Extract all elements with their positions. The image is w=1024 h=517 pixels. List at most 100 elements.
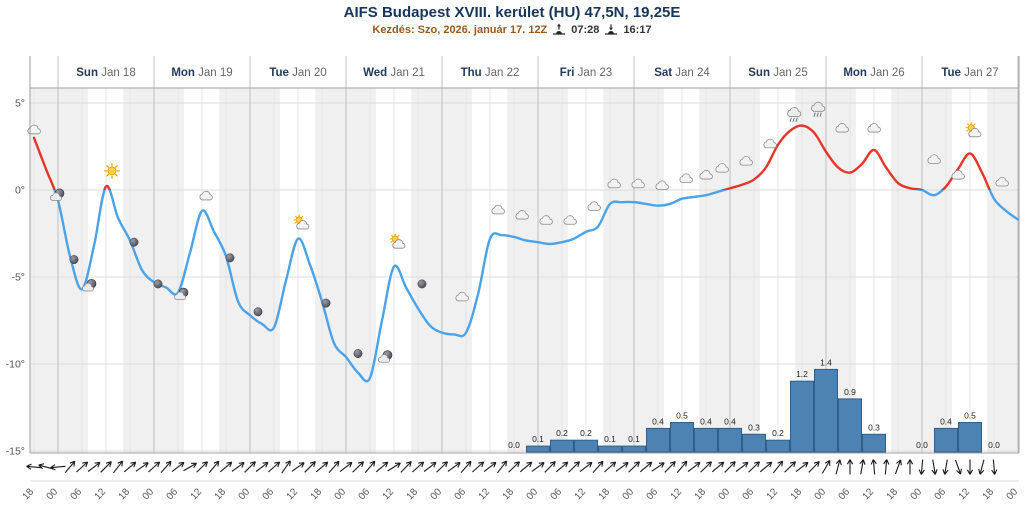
moon-icon: [129, 237, 139, 247]
precip-bar: [622, 445, 646, 453]
wind-arrow: [846, 459, 854, 475]
precip-bar: [598, 445, 622, 453]
wind-arrow: [664, 461, 676, 473]
wind-arrow: [423, 461, 437, 473]
day-labels: Sun Jan 18 Mon Jan 19 Tue Jan 20 Wed Jan 21…: [76, 67, 998, 79]
wind-arrow: [772, 460, 784, 474]
wind-arrow: [991, 459, 998, 475]
svg-text:5°: 5°: [15, 98, 25, 110]
wind-arrow: [315, 461, 329, 473]
precip-value-label: 1.2: [796, 369, 808, 379]
moon-icon: [253, 307, 263, 317]
wind-arrow: [519, 461, 533, 473]
gridlines: [30, 88, 1019, 453]
day-boundary-lines: [57, 56, 1019, 453]
wind-arrow: [255, 461, 269, 473]
precip-value-label: 0.3: [748, 422, 760, 432]
wind-arrow: [966, 459, 974, 475]
wind-arrow: [472, 461, 485, 473]
wind-arrow: [931, 459, 938, 475]
wind-arrow: [412, 461, 425, 473]
time-tick-label: 00: [909, 486, 925, 502]
precip-value-label: 0.5: [676, 411, 688, 421]
page-title: AIFS Budapest XVIII. kerület (HU) 47,5N,…: [343, 4, 681, 21]
wind-arrow: [821, 460, 831, 474]
sun-cloud-icon: [965, 122, 982, 138]
wind-arrow: [339, 461, 353, 473]
time-tick-label: 12: [477, 486, 493, 502]
moon-icon: [321, 298, 331, 308]
wind-arrow: [735, 461, 749, 473]
time-tick-label: 06: [261, 486, 277, 502]
precip-value-label: 0.9: [844, 387, 856, 397]
wind-arrow: [883, 459, 890, 475]
time-tick-label: 00: [621, 486, 637, 502]
day-label: Sun Jan 18: [76, 67, 135, 79]
precip-bar: [694, 427, 718, 453]
wind-arrow: [954, 459, 962, 475]
wind-arrow: [531, 462, 545, 472]
time-tick-label: 00: [333, 486, 349, 502]
precip-bar: [790, 380, 814, 453]
moon-icon: [225, 253, 235, 263]
sun-cloud-icon: [293, 214, 310, 230]
wind-arrow: [568, 461, 580, 473]
wind-arrow: [281, 460, 291, 474]
temperature-axis: 5° 0° -5° -10° -15°: [6, 98, 25, 458]
time-tick-label: 18: [981, 486, 997, 502]
wind-arrow: [387, 462, 401, 472]
wind-arrow: [100, 461, 112, 473]
day-label: Thu Jan 22: [461, 67, 520, 79]
time-tick-label: 06: [933, 486, 949, 502]
wind-arrow: [544, 461, 556, 473]
wind-arrow: [639, 461, 653, 473]
precip-bar: [742, 433, 766, 453]
precip-value-label: 0.1: [628, 434, 640, 444]
time-tick-label: 06: [453, 486, 469, 502]
precip-value-label: 0.1: [604, 434, 616, 444]
wind-arrow: [628, 461, 640, 473]
wind-arrow: [436, 461, 448, 473]
moon-cloud-icon: [378, 350, 393, 363]
day-label: Fri Jan 23: [560, 67, 612, 79]
wind-arrow: [592, 460, 604, 473]
wind-arrow: [906, 459, 914, 475]
time-tick-label: 12: [285, 486, 301, 502]
wind-arrow: [700, 461, 712, 473]
wind-arrow: [196, 461, 208, 473]
cloud-icon: [587, 201, 601, 211]
day-label: Tue Jan 27: [941, 67, 998, 79]
precip-bar: [838, 398, 862, 453]
wind-arrow: [352, 461, 364, 473]
time-tick-label: 12: [957, 486, 973, 502]
day-label: Wed Jan 21: [363, 67, 425, 79]
wind-arrow: [748, 461, 760, 473]
wind-arrow: [942, 459, 949, 475]
wind-arrow: [918, 459, 925, 475]
wind-arrow: [604, 461, 617, 473]
wind-arrow: [244, 461, 256, 473]
run-start-label: Kezdés: Szo, 2026. január 17. 12Z: [372, 24, 548, 36]
precip-bar: [934, 427, 958, 453]
wind-arrow: [483, 461, 497, 473]
time-tick-label: 06: [165, 486, 181, 502]
precip-bar: [550, 439, 574, 453]
wind-arrow: [291, 462, 305, 472]
cloud-icon: [951, 170, 965, 180]
wind-arrow: [76, 461, 89, 473]
wind-arrow: [835, 459, 842, 475]
wind-arrow: [579, 461, 593, 473]
time-tick-label: 12: [573, 486, 589, 502]
time-tick-label: 18: [405, 486, 421, 502]
svg-text:-10°: -10°: [6, 359, 25, 371]
wind-arrow: [87, 461, 101, 473]
time-tick-label: 18: [213, 486, 229, 502]
wind-arrow: [160, 460, 172, 473]
cloud-icon: [867, 123, 881, 133]
sun-cloud-icon: [389, 233, 406, 249]
wind-arrow: [555, 461, 569, 473]
time-tick-label: 12: [381, 486, 397, 502]
precip-value-label: 0.0: [916, 440, 928, 450]
precip-bar: [670, 422, 694, 453]
time-tick-label: 12: [189, 486, 205, 502]
